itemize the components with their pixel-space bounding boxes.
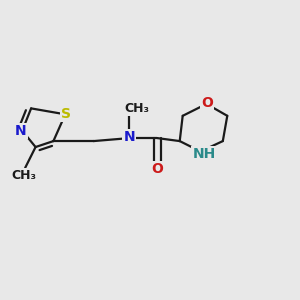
Text: O: O [201, 96, 213, 110]
Text: CH₃: CH₃ [124, 102, 149, 115]
Text: CH₃: CH₃ [11, 169, 36, 182]
Text: S: S [61, 107, 71, 121]
Text: NH: NH [193, 147, 216, 161]
Text: N: N [123, 130, 135, 144]
Text: N: N [15, 124, 27, 138]
Text: O: O [152, 162, 164, 176]
